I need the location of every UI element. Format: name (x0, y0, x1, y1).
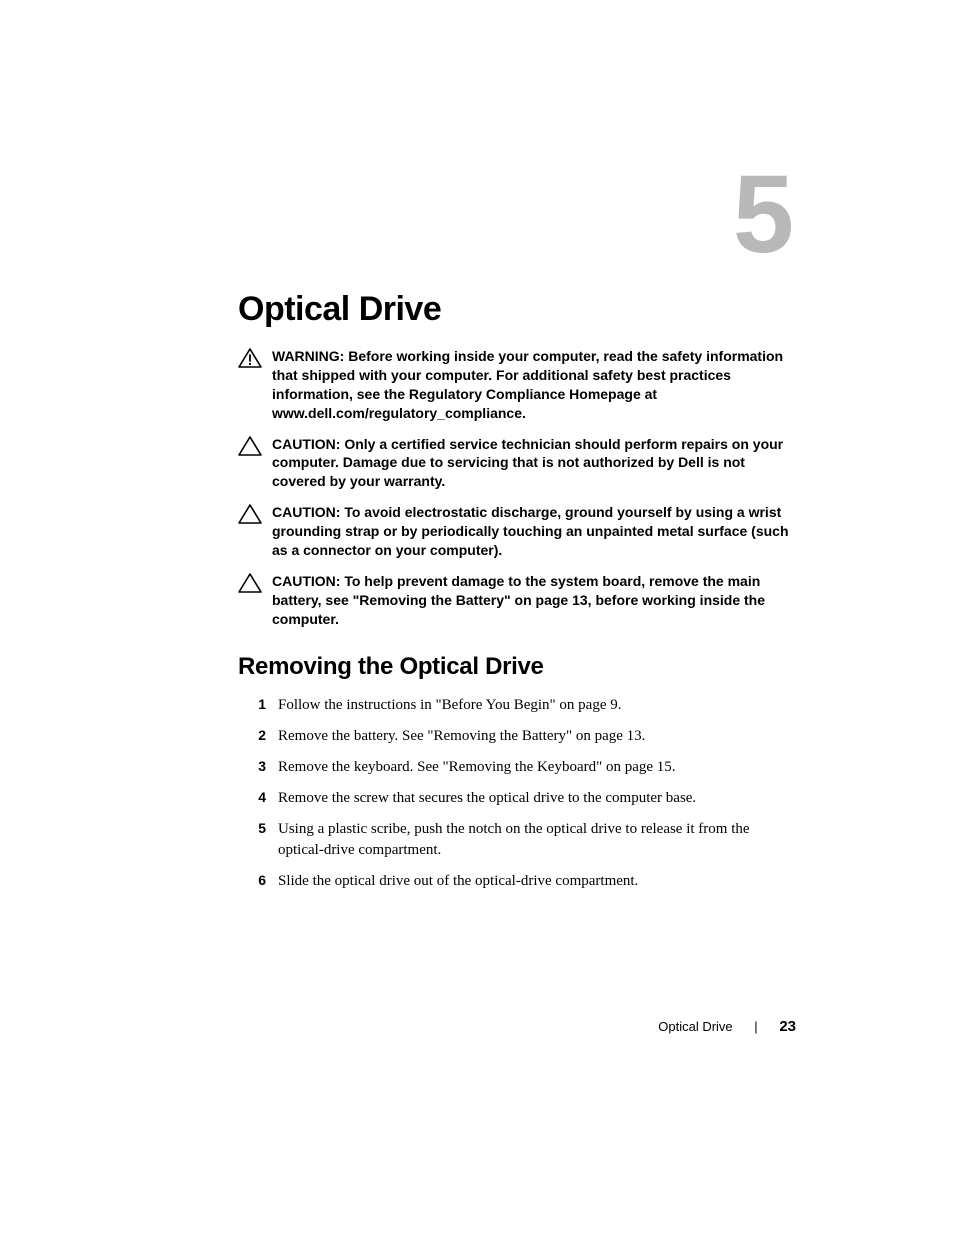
notice-label: CAUTION: (272, 573, 344, 589)
step-item: 4 Remove the screw that secures the opti… (238, 788, 798, 809)
notice-label: CAUTION: (272, 504, 344, 520)
step-item: 1 Follow the instructions in "Before You… (238, 695, 798, 716)
step-item: 5 Using a plastic scribe, push the notch… (238, 819, 798, 861)
notice-label: WARNING: (272, 348, 348, 364)
warning-icon (238, 348, 262, 368)
caution-icon (238, 504, 262, 524)
caution-icon (238, 436, 262, 456)
step-number: 6 (238, 871, 266, 891)
notice-warning: WARNING: Before working inside your comp… (238, 347, 798, 423)
page-content: Optical Drive WARNING: Before working in… (238, 290, 798, 902)
notice-text: CAUTION: To help prevent damage to the s… (272, 572, 798, 629)
footer-section: Optical Drive (658, 1019, 732, 1034)
step-text: Slide the optical drive out of the optic… (278, 871, 798, 892)
step-text: Remove the keyboard. See "Removing the K… (278, 757, 798, 778)
notice-label: CAUTION: (272, 436, 344, 452)
section-title: Removing the Optical Drive (238, 653, 798, 681)
notice-text: CAUTION: Only a certified service techni… (272, 435, 798, 492)
caution-icon (238, 573, 262, 593)
step-item: 3 Remove the keyboard. See "Removing the… (238, 757, 798, 778)
step-text: Follow the instructions in "Before You B… (278, 695, 798, 716)
notice-body: To help prevent damage to the system boa… (272, 573, 765, 627)
notice-body: Only a certified service technician shou… (272, 436, 783, 490)
notice-body: Before working inside your computer, rea… (272, 348, 783, 421)
step-number: 5 (238, 819, 266, 839)
step-text: Using a plastic scribe, push the notch o… (278, 819, 798, 861)
page: 5 Optical Drive WARNING: Before working … (0, 0, 954, 1235)
notice-caution: CAUTION: To avoid electrostatic discharg… (238, 503, 798, 560)
notice-caution: CAUTION: To help prevent damage to the s… (238, 572, 798, 629)
page-footer: Optical Drive | 23 (658, 1018, 796, 1035)
footer-separator: | (754, 1019, 757, 1034)
step-number: 4 (238, 788, 266, 808)
step-number: 1 (238, 695, 266, 715)
step-number: 2 (238, 726, 266, 746)
footer-page-number: 23 (779, 1018, 796, 1035)
step-text: Remove the screw that secures the optica… (278, 788, 798, 809)
chapter-number: 5 (733, 160, 794, 270)
notice-text: CAUTION: To avoid electrostatic discharg… (272, 503, 798, 560)
chapter-title: Optical Drive (238, 290, 798, 329)
step-number: 3 (238, 757, 266, 777)
notice-caution: CAUTION: Only a certified service techni… (238, 435, 798, 492)
notice-body: To avoid electrostatic discharge, ground… (272, 504, 789, 558)
step-item: 6 Slide the optical drive out of the opt… (238, 871, 798, 892)
notice-text: WARNING: Before working inside your comp… (272, 347, 798, 423)
step-text: Remove the battery. See "Removing the Ba… (278, 726, 798, 747)
step-item: 2 Remove the battery. See "Removing the … (238, 726, 798, 747)
